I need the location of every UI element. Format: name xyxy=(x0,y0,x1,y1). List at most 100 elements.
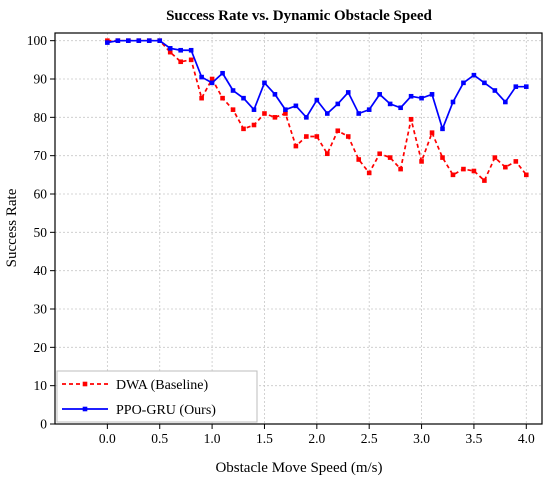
plot-frame xyxy=(54,32,543,425)
data-point xyxy=(188,57,194,63)
data-point xyxy=(377,151,382,157)
legend-entry: DWA (Baseline) xyxy=(62,378,208,393)
series-ppo-gru-ours xyxy=(105,38,529,132)
data-point xyxy=(440,155,445,160)
series-line-dwa-baseline xyxy=(107,39,527,182)
x-tick-label: 0.5 xyxy=(151,431,168,446)
data-point xyxy=(314,97,320,103)
data-point xyxy=(220,70,225,76)
data-point xyxy=(209,76,215,82)
data-point xyxy=(366,107,372,112)
x-tick-label: 2.5 xyxy=(361,431,378,446)
data-point xyxy=(471,168,477,174)
series-layer xyxy=(105,38,529,183)
data-point xyxy=(419,95,424,101)
y-axis-label: Success Rate xyxy=(4,188,20,267)
x-tick-label: 0.0 xyxy=(99,431,116,446)
data-point xyxy=(429,130,435,135)
data-point xyxy=(377,92,382,97)
data-point xyxy=(262,111,267,116)
y-tick-label: 90 xyxy=(34,72,48,87)
data-point xyxy=(241,126,246,132)
data-point xyxy=(272,115,278,120)
data-point xyxy=(105,40,110,45)
x-tick-label: 3.0 xyxy=(413,431,430,446)
data-point xyxy=(398,166,403,172)
y-tick-label: 50 xyxy=(34,225,48,240)
data-point xyxy=(293,103,299,109)
data-point xyxy=(345,134,351,139)
data-point xyxy=(209,80,215,86)
x-tick-label: 3.5 xyxy=(465,431,482,446)
data-point xyxy=(461,80,466,86)
data-point xyxy=(356,157,362,162)
data-point xyxy=(241,95,246,101)
y-axis-ticks: 0 10 20 30 40 50 60 70 80 90 100 xyxy=(27,33,55,432)
data-point xyxy=(251,107,257,112)
y-tick-label: 20 xyxy=(34,340,48,355)
y-tick-label: 60 xyxy=(34,187,48,202)
y-tick-label: 70 xyxy=(34,148,48,163)
legend-label: DWA (Baseline) xyxy=(116,378,208,393)
data-point xyxy=(523,172,529,178)
data-point xyxy=(126,38,131,43)
data-point xyxy=(220,95,225,101)
data-point xyxy=(461,166,466,172)
data-point xyxy=(251,122,257,128)
data-point xyxy=(513,159,519,164)
data-point xyxy=(230,88,236,93)
data-point xyxy=(503,164,508,170)
data-point xyxy=(335,128,341,134)
legend-marker xyxy=(82,406,88,412)
data-point xyxy=(503,99,508,105)
data-point xyxy=(523,84,529,89)
data-point xyxy=(115,38,121,43)
data-point xyxy=(199,95,204,101)
legend-label: PPO-GRU (Ours) xyxy=(116,403,216,418)
legend-entry: PPO-GRU (Ours) xyxy=(62,403,216,418)
x-axis-label: Obstacle Move Speed (m/s) xyxy=(215,460,382,476)
data-point xyxy=(230,107,236,112)
data-point xyxy=(387,101,393,107)
x-tick-label: 1.5 xyxy=(256,431,273,446)
grid xyxy=(55,33,542,425)
x-tick-label: 4.0 xyxy=(518,431,535,446)
y-tick-label: 10 xyxy=(34,378,48,393)
x-tick-label: 1.0 xyxy=(204,431,221,446)
data-point xyxy=(482,80,487,86)
data-point xyxy=(492,155,498,160)
data-point xyxy=(272,92,278,97)
data-point xyxy=(419,159,424,164)
data-point xyxy=(167,49,173,55)
data-point xyxy=(188,47,194,53)
data-point xyxy=(408,93,414,99)
data-point xyxy=(157,38,163,43)
data-point xyxy=(398,105,403,111)
data-point xyxy=(356,111,362,116)
series-dwa-baseline xyxy=(105,38,529,183)
data-point xyxy=(345,90,351,95)
data-point xyxy=(304,115,309,120)
data-point xyxy=(492,88,498,93)
y-tick-label: 100 xyxy=(27,33,48,48)
data-point xyxy=(283,107,288,112)
data-point xyxy=(325,151,330,157)
data-point xyxy=(178,47,183,53)
data-point xyxy=(335,101,341,107)
data-point xyxy=(146,38,152,43)
data-point xyxy=(325,111,330,116)
data-point xyxy=(136,38,142,43)
data-point xyxy=(450,99,456,105)
data-point xyxy=(366,170,372,176)
y-tick-label: 30 xyxy=(34,302,48,317)
legend: DWA (Baseline) PPO-GRU (Ours) xyxy=(56,370,258,423)
data-point xyxy=(513,84,519,89)
x-tick-label: 2.0 xyxy=(308,431,325,446)
y-tick-label: 0 xyxy=(40,417,47,432)
data-point xyxy=(314,134,320,139)
y-tick-label: 80 xyxy=(34,110,48,125)
data-point xyxy=(293,143,299,149)
data-point xyxy=(199,74,204,80)
data-point xyxy=(387,155,393,160)
